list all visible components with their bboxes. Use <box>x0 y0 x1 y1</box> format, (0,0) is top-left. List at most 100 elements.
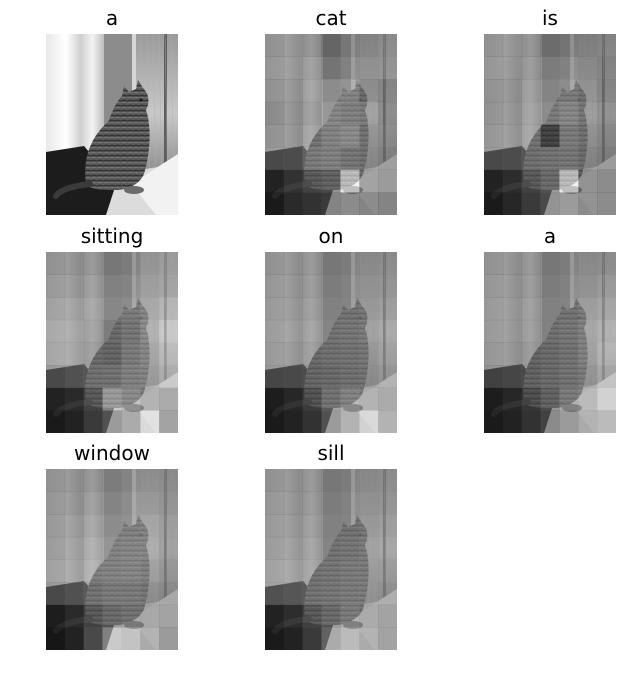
attention-cell <box>46 410 66 433</box>
attention-cell <box>597 147 616 171</box>
attention-cell <box>283 56 304 80</box>
attention-cell <box>83 274 103 298</box>
attention-cell <box>140 297 160 321</box>
attention-cell <box>521 192 541 215</box>
attention-cell <box>64 387 85 411</box>
attention-cell <box>378 559 397 583</box>
attention-cell <box>502 192 523 215</box>
attention-cell <box>302 410 322 433</box>
attention-cell <box>597 365 616 389</box>
attention-cell <box>359 34 379 57</box>
attention-cell <box>283 319 304 343</box>
attention-cell <box>283 79 304 103</box>
attention-cell <box>46 491 66 515</box>
attention-cell <box>484 297 504 321</box>
attention-cell <box>340 56 360 80</box>
attention-cell <box>64 319 85 343</box>
attention-cell <box>359 627 379 650</box>
attention-cell <box>102 491 122 515</box>
attention-cell <box>102 342 122 366</box>
attention-cell <box>321 627 341 650</box>
attention-cell <box>359 252 379 275</box>
attention-cell <box>502 365 523 389</box>
attention-cell <box>265 559 285 583</box>
attention-cell <box>378 34 397 57</box>
attention-cell <box>83 582 103 606</box>
attention-cell <box>340 124 360 148</box>
attention-cell <box>378 536 397 560</box>
attention-cell <box>359 536 379 560</box>
attention-cell <box>46 297 66 321</box>
attention-cell <box>302 342 322 366</box>
attention-cell <box>484 274 504 298</box>
attention-cell <box>340 34 360 57</box>
attention-cell <box>140 387 160 411</box>
attention-cell <box>140 365 160 389</box>
attention-cell <box>64 604 85 628</box>
attention-cell <box>321 169 341 193</box>
attention-cell <box>378 469 397 492</box>
attention-cell <box>502 319 523 343</box>
attention-cell <box>484 79 504 103</box>
attention-cell <box>540 319 560 343</box>
attention-cell <box>159 491 178 515</box>
attention-cell <box>140 274 160 298</box>
attention-cell <box>140 342 160 366</box>
attention-cell <box>302 627 322 650</box>
attention-cell <box>521 79 541 103</box>
attention-cell <box>283 536 304 560</box>
attention-cell <box>265 491 285 515</box>
attention-cell <box>597 387 616 411</box>
attention-cell <box>159 342 178 366</box>
photo <box>46 34 178 215</box>
attention-cell <box>502 297 523 321</box>
attention-cell <box>378 192 397 215</box>
attention-cell <box>64 582 85 606</box>
attention-cell <box>502 410 523 433</box>
attention-cell <box>283 34 304 57</box>
attention-cell <box>559 101 579 125</box>
attention-cell <box>283 147 304 171</box>
attention-cell <box>540 101 560 125</box>
attention-cell <box>378 582 397 606</box>
attention-cell <box>302 514 322 538</box>
attention-cell <box>502 169 523 193</box>
attention-cell <box>378 169 397 193</box>
attention-cell <box>265 627 285 650</box>
attention-cell <box>340 192 360 215</box>
attention-cell <box>102 627 122 650</box>
attention-cell <box>46 604 66 628</box>
attention-cell <box>121 514 141 538</box>
attention-cell <box>597 342 616 366</box>
attention-cell <box>102 410 122 433</box>
attention-cell <box>540 410 560 433</box>
attention-cell <box>121 491 141 515</box>
attention-cell <box>64 536 85 560</box>
attention-cell <box>265 34 285 57</box>
attention-cell <box>559 34 579 57</box>
attention-cell <box>502 252 523 275</box>
attention-cell <box>321 147 341 171</box>
attention-cell <box>540 252 560 275</box>
attention-cell <box>321 319 341 343</box>
word-label: sill <box>317 441 345 465</box>
attention-cell <box>265 342 285 366</box>
attention-cell <box>46 387 66 411</box>
attention-cell <box>559 192 579 215</box>
attention-cell <box>578 410 598 433</box>
attention-cell <box>121 252 141 275</box>
attention-cell <box>597 319 616 343</box>
attention-cell <box>321 34 341 57</box>
attention-cell <box>302 536 322 560</box>
attention-cell <box>359 192 379 215</box>
attention-cell <box>502 56 523 80</box>
attention-cell <box>378 297 397 321</box>
attention-cell <box>46 559 66 583</box>
attention-cell <box>302 101 322 125</box>
attention-cell <box>265 387 285 411</box>
attention-cell <box>64 274 85 298</box>
attention-cell <box>521 342 541 366</box>
attention-cell <box>140 514 160 538</box>
attention-cell <box>83 342 103 366</box>
attention-cell <box>359 410 379 433</box>
